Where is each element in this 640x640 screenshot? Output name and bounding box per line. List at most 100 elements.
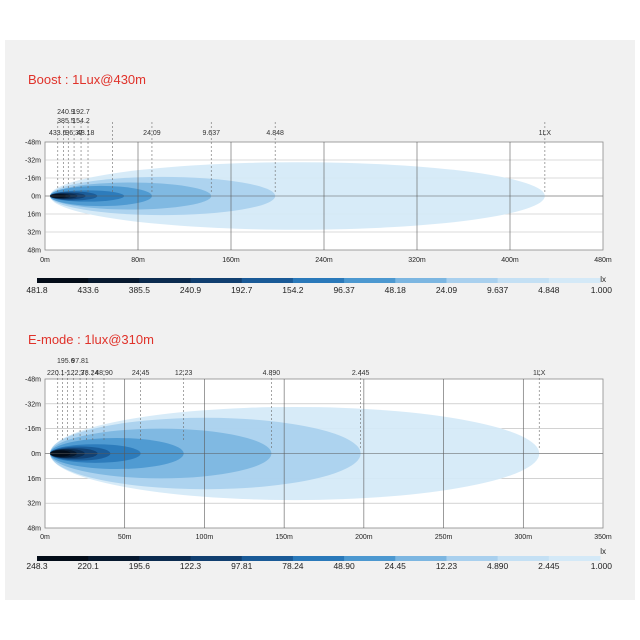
- chart1-marker-label: 240.9: [57, 109, 75, 116]
- chart1-legend-swatch: [395, 278, 447, 283]
- chart1-legend-swatch: [344, 278, 396, 283]
- chart2-legend-swatch: [292, 556, 345, 561]
- chart2-legend-swatch: [497, 556, 550, 561]
- chart2-marker-label: 12.23: [175, 370, 193, 377]
- chart1-marker-label: 4.848: [266, 130, 284, 137]
- chart1-legend-label: 96.37: [333, 285, 355, 295]
- chart1-legend-swatch: [446, 278, 499, 283]
- chart1-marker-label: 48.18: [77, 130, 95, 137]
- chart2-legend-label: 195.6: [129, 561, 151, 571]
- chart1-x-tick-label: 400m: [501, 257, 519, 264]
- chart1-legend-label: 24.09: [436, 285, 458, 295]
- chart1-y-tick-label: 0m: [31, 194, 41, 201]
- chart2-legend-swatch: [344, 556, 396, 561]
- chart2-legend-swatch: [88, 556, 140, 561]
- chart1-x-tick-label: 80m: [131, 257, 145, 264]
- chart1-legend-swatch: [241, 278, 294, 283]
- chart2-x-tick-label: 100m: [196, 534, 214, 541]
- chart1-legend-label: 385.5: [129, 285, 151, 295]
- chart2-legend-label: 2.445: [538, 561, 560, 571]
- chart2-legend-label: 248.3: [26, 561, 48, 571]
- chart1-x-tick-label: 160m: [222, 257, 240, 264]
- chart1-legend-unit: lx: [600, 275, 606, 284]
- chart2-y-tick-label: 0m: [31, 451, 41, 458]
- chart2-marker-label: 24.45: [132, 370, 150, 377]
- chart2-x-tick-label: 350m: [594, 534, 612, 541]
- chart2-marker-label: 4.890: [263, 370, 281, 377]
- chart1-marker-label: 96.37: [65, 130, 83, 137]
- chart2-y-tick-label: -32m: [25, 401, 41, 408]
- chart1-legend-swatch: [88, 278, 140, 283]
- chart1-marker-label: 9.637: [202, 130, 220, 137]
- chart2-marker-label: 220.1-122.3: [47, 370, 84, 377]
- chart2-legend-swatch: [395, 556, 447, 561]
- chart2-legend-swatch: [241, 556, 294, 561]
- chart1-legend-label: 48.18: [385, 285, 407, 295]
- chart2-legend-swatch: [548, 556, 601, 561]
- chart2-x-tick-label: 300m: [515, 534, 533, 541]
- chart2-x-tick-label: 200m: [355, 534, 373, 541]
- chart2-legend-label: 48.90: [333, 561, 355, 571]
- chart1-marker-label: 24.09: [143, 130, 161, 137]
- chart2-legend-swatch: [446, 556, 499, 561]
- chart2-y-tick-label: 32m: [27, 501, 41, 508]
- chart1-x-tick-label: 320m: [408, 257, 426, 264]
- chart2-x-tick-label: 0m: [40, 534, 50, 541]
- chart2-legend-label: 97.81: [231, 561, 253, 571]
- chart2-marker-label: 1LX: [533, 370, 546, 377]
- chart2-marker-label: 2.445: [352, 370, 370, 377]
- chart2-marker-label: 195.6: [57, 358, 75, 365]
- chart2-legend-label: 78.24: [282, 561, 304, 571]
- chart1-x-tick-label: 480m: [594, 257, 612, 264]
- chart1-legend-label: 240.9: [180, 285, 202, 295]
- chart1-title: Boost : 1Lux@430m: [28, 72, 146, 87]
- chart1-x-tick-label: 0m: [40, 257, 50, 264]
- chart2-y-tick-label: -48m: [25, 377, 41, 384]
- chart2-marker-label: 48.90: [95, 370, 113, 377]
- chart1-legend-label: 433.6: [78, 285, 100, 295]
- chart1-marker-label: 154.2: [72, 118, 90, 125]
- chart2-legend-label: 4.890: [487, 561, 509, 571]
- chart2-legend-unit: lx: [600, 547, 606, 556]
- chart2-legend-label: 1.000: [591, 561, 613, 571]
- chart1-legend-swatch: [190, 278, 243, 283]
- chart2-legend-label: 220.1: [78, 561, 100, 571]
- chart1-legend-label: 192.7: [231, 285, 253, 295]
- chart1-y-tick-label: 32m: [27, 230, 41, 237]
- chart2-legend-swatch: [37, 556, 89, 561]
- chart2-legend-swatch: [139, 556, 192, 561]
- chart2-legend-swatch: [190, 556, 243, 561]
- chart2-marker-label: 97.81: [71, 358, 89, 365]
- chart2-y-tick-label: 48m: [27, 526, 41, 533]
- chart1-legend-swatch: [37, 278, 89, 283]
- chart1-legend-swatch: [548, 278, 601, 283]
- chart1-legend-label: 4.848: [538, 285, 560, 295]
- chart1-marker-label: 1LX: [539, 130, 552, 137]
- chart1-y-tick-label: -16m: [25, 176, 41, 183]
- chart2-legend-label: 12.23: [436, 561, 458, 571]
- chart1-legend-swatch: [497, 278, 550, 283]
- chart2-marker-label: 78.24: [81, 370, 99, 377]
- chart2-x-tick-label: 50m: [118, 534, 132, 541]
- chart2-title: E-mode : 1lux@310m: [28, 332, 154, 347]
- chart2-legend-label: 24.45: [385, 561, 407, 571]
- chart1-y-tick-label: -48m: [25, 140, 41, 147]
- chart1-marker-label: 385.5: [57, 118, 75, 125]
- chart1-legend-label: 9.637: [487, 285, 509, 295]
- chart1-legend-label: 1.000: [591, 285, 613, 295]
- chart1-y-tick-label: -32m: [25, 158, 41, 165]
- chart1-legend-swatch: [292, 278, 345, 283]
- chart1-y-tick-label: 16m: [27, 212, 41, 219]
- chart1-legend-label: 154.2: [282, 285, 304, 295]
- chart2-x-tick-label: 250m: [435, 534, 453, 541]
- chart1-x-tick-label: 240m: [315, 257, 333, 264]
- chart2-x-tick-label: 150m: [275, 534, 293, 541]
- chart2-legend-label: 122.3: [180, 561, 202, 571]
- chart1-marker-label: 433.6: [49, 130, 67, 137]
- chart1-legend-swatch: [139, 278, 192, 283]
- chart2-y-tick-label: -16m: [25, 426, 41, 433]
- chart1-y-tick-label: 48m: [27, 248, 41, 255]
- chart1-marker-label: 192.7: [72, 109, 90, 116]
- chart2-y-tick-label: 16m: [27, 476, 41, 483]
